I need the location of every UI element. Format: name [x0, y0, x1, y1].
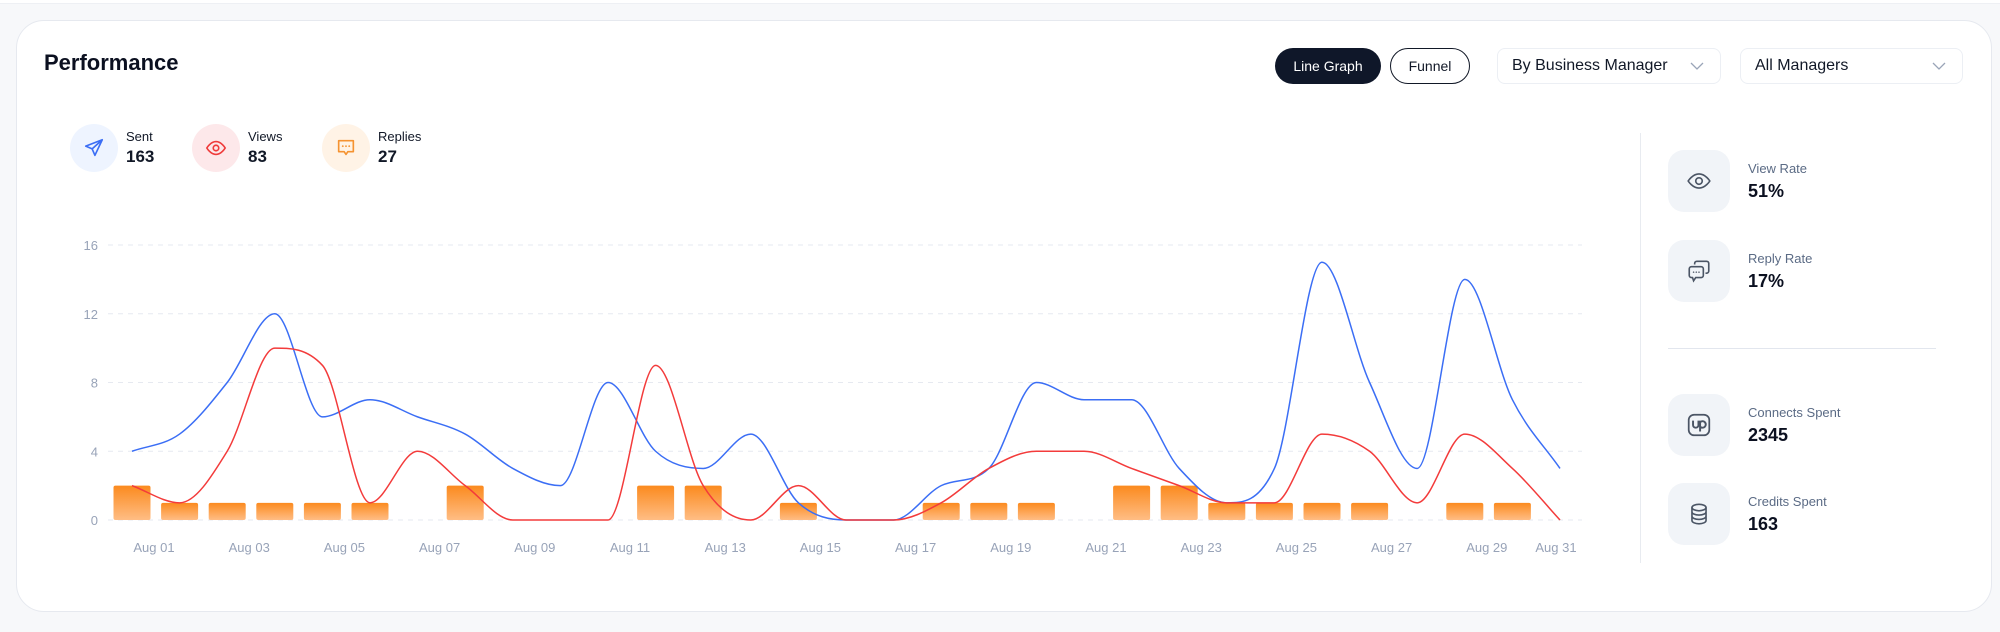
- stat-value: 51%: [1748, 180, 1785, 201]
- replies-bar: [1160, 485, 1198, 520]
- x-tick-label: Aug 27: [1371, 540, 1412, 555]
- x-tick-label: Aug 05: [324, 540, 365, 555]
- x-tick-label: Aug 29: [1466, 540, 1507, 555]
- send-icon: [70, 124, 118, 172]
- line-graph-button[interactable]: Line Graph: [1275, 48, 1381, 84]
- replies-bar: [256, 502, 294, 520]
- x-tick-label: Aug 09: [514, 540, 555, 555]
- x-tick-label: Aug 07: [419, 540, 460, 555]
- x-tick-label: Aug 17: [895, 540, 936, 555]
- legend-label: Views: [248, 129, 283, 144]
- page-title: Performance: [44, 50, 179, 75]
- stat-value: 17%: [1748, 270, 1785, 291]
- stat-label: View Rate: [1748, 160, 1808, 176]
- x-tick-label: Aug 01: [133, 540, 174, 555]
- group-by-value: By Business Manager: [1512, 57, 1668, 74]
- x-tick-label: Aug 21: [1085, 540, 1126, 555]
- replies-bar: [161, 502, 199, 520]
- x-tick-label: Aug 19: [990, 540, 1031, 555]
- replies-bar: [1493, 502, 1531, 520]
- legend-value: 27: [378, 147, 397, 166]
- manager-filter-dropdown[interactable]: All Managers: [1740, 48, 1963, 84]
- funnel-button[interactable]: Funnel: [1390, 48, 1470, 84]
- legend-sent[interactable]: Sent 163: [70, 124, 154, 172]
- y-tick-label: 12: [84, 307, 98, 322]
- replies-bar: [1446, 502, 1484, 520]
- stat-label: Credits Spent: [1748, 493, 1827, 509]
- x-tick-label: Aug 13: [705, 540, 746, 555]
- upwork-icon: [1668, 394, 1730, 456]
- performance-chart: 0 4 8 12 16 Aug 01 Aug 03 Aug 05 Aug 07 Aug 09 Aug…: [84, 238, 1582, 555]
- stat-value: 2345: [1748, 424, 1789, 445]
- y-tick-label: 4: [91, 444, 98, 459]
- replies-bar: [1113, 485, 1151, 520]
- y-tick-label: 8: [91, 376, 98, 391]
- chevron-down-icon: [1690, 62, 1704, 70]
- y-tick-label: 16: [84, 238, 98, 253]
- replies-bar: [970, 502, 1008, 520]
- replies-bar: [1208, 502, 1246, 520]
- legend-views[interactable]: Views 83: [192, 124, 282, 172]
- stat-connects-spent: Connects Spent 2345: [1668, 394, 1841, 456]
- x-tick-label: Aug 23: [1181, 540, 1222, 555]
- manager-filter-value: All Managers: [1755, 57, 1849, 74]
- replies-bar: [1303, 502, 1341, 520]
- stats-divider: [1668, 348, 1936, 349]
- chat-icon: [322, 124, 370, 172]
- replies-bar: [113, 485, 151, 520]
- x-tick-label: Aug 03: [229, 540, 270, 555]
- x-tick-label: Aug 11: [610, 540, 650, 555]
- group-by-dropdown[interactable]: By Business Manager: [1497, 48, 1721, 84]
- replies-bar: [922, 502, 960, 520]
- x-tick-label: Aug 31: [1535, 540, 1576, 555]
- legend-label: Replies: [378, 129, 422, 144]
- sent-line: [131, 261, 1561, 521]
- legend-value: 163: [126, 147, 155, 166]
- divider: [1640, 133, 1641, 563]
- stat-label: Reply Rate: [1748, 250, 1813, 266]
- eye-icon: [1668, 150, 1730, 212]
- replies-bar: [1351, 502, 1389, 520]
- replies-bar: [1255, 502, 1293, 520]
- eye-icon: [192, 124, 240, 172]
- x-tick-label: Aug 15: [800, 540, 841, 555]
- legend-replies[interactable]: Replies 27: [322, 124, 421, 172]
- replies-bar: [779, 502, 817, 520]
- x-tick-label: Aug 25: [1276, 540, 1317, 555]
- chevron-down-icon: [1932, 62, 1946, 70]
- views-line: [131, 347, 1561, 521]
- y-tick-label: 0: [91, 513, 98, 528]
- replies-bar: [684, 485, 722, 520]
- chat-bubbles-icon: [1668, 240, 1730, 302]
- coins-stack-icon: [1668, 483, 1730, 545]
- replies-bar: [637, 485, 675, 520]
- replies-bar: [446, 485, 484, 520]
- stat-value: 163: [1748, 513, 1779, 534]
- replies-bar: [1017, 502, 1055, 520]
- stat-credits-spent: Credits Spent 163: [1668, 483, 1827, 545]
- stat-label: Connects Spent: [1748, 404, 1841, 420]
- replies-bar: [303, 502, 341, 520]
- replies-bar: [351, 502, 389, 520]
- page-top-bar: [0, 0, 2000, 4]
- legend-label: Sent: [126, 129, 153, 144]
- replies-bar: [208, 502, 246, 520]
- stat-view-rate: View Rate 51%: [1668, 150, 1807, 212]
- legend-value: 83: [248, 147, 267, 166]
- stat-reply-rate: Reply Rate 17%: [1668, 240, 1812, 302]
